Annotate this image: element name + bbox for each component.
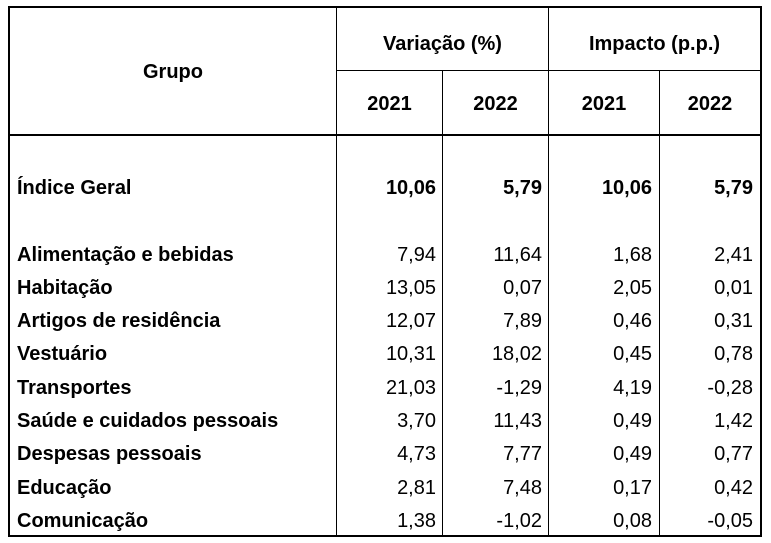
cell-imp-2022: 2,41 xyxy=(714,244,753,266)
year-header-var-2022: 2022 xyxy=(473,93,518,115)
group-header: Grupo xyxy=(143,61,203,83)
cell-imp-2021: 0,17 xyxy=(613,477,652,499)
cell-var-2021: 1,38 xyxy=(397,510,436,532)
row-label: Vestuário xyxy=(17,343,108,365)
variacao-header: Variação (%) xyxy=(383,33,502,55)
cell-imp-2022: 0,31 xyxy=(714,310,753,332)
right-border xyxy=(760,6,762,537)
left-border xyxy=(8,6,10,537)
impacto-header: Impacto (p.p.) xyxy=(588,33,721,55)
header-mid-rule xyxy=(336,70,762,71)
cell-imp-2022: 0,42 xyxy=(714,477,753,499)
cell-var-2022: -1,02 xyxy=(496,510,542,532)
total-imp-2021: 10,06 xyxy=(601,177,652,199)
cell-var-2022: 11,64 xyxy=(493,244,542,266)
header-bottom-rule xyxy=(8,134,762,136)
cell-imp-2021: 0,46 xyxy=(613,310,652,332)
row-label: Educação xyxy=(17,477,112,499)
year-header-imp-2021: 2021 xyxy=(581,93,627,115)
total-imp-2022: 5,79 xyxy=(714,177,753,199)
row-label: Transportes xyxy=(17,377,132,399)
col-divider-imp xyxy=(659,71,660,537)
cell-var-2022: 7,77 xyxy=(503,443,542,465)
col-divider-section xyxy=(548,6,549,537)
cell-var-2022: 18,02 xyxy=(491,343,542,365)
cell-imp-2021: 1,68 xyxy=(613,244,652,266)
cell-var-2021: 13,05 xyxy=(385,277,436,299)
cell-imp-2022: 1,42 xyxy=(714,410,753,432)
total-row-label: Índice Geral xyxy=(17,177,132,199)
row-label: Artigos de residência xyxy=(17,310,221,332)
cell-imp-2022: 0,77 xyxy=(714,443,753,465)
cell-var-2022: 7,48 xyxy=(503,477,542,499)
year-header-var-2021: 2021 xyxy=(367,93,412,115)
cell-var-2022: 0,07 xyxy=(503,277,542,299)
total-var-2021: 10,06 xyxy=(385,177,436,199)
row-label: Despesas pessoais xyxy=(17,443,202,465)
cell-var-2021: 12,07 xyxy=(385,310,436,332)
cell-imp-2021: 0,08 xyxy=(613,510,652,532)
cell-imp-2021: 0,45 xyxy=(613,343,652,365)
col-divider-var xyxy=(442,71,443,537)
cell-imp-2021: 2,05 xyxy=(613,277,652,299)
cell-imp-2022: -0,05 xyxy=(707,510,753,532)
year-header-imp-2022: 2022 xyxy=(687,93,733,115)
cell-imp-2022: 0,01 xyxy=(714,277,753,299)
row-label: Habitação xyxy=(17,277,113,299)
cell-imp-2021: 0,49 xyxy=(613,410,652,432)
col-divider-group xyxy=(336,6,337,537)
cell-imp-2021: 0,49 xyxy=(613,443,652,465)
cell-var-2022: -1,29 xyxy=(496,377,542,399)
cell-imp-2022: -0,28 xyxy=(707,377,753,399)
cell-var-2022: 7,89 xyxy=(503,310,542,332)
cell-var-2021: 4,73 xyxy=(397,443,436,465)
row-label: Alimentação e bebidas xyxy=(17,244,234,266)
total-var-2022: 5,79 xyxy=(503,177,542,199)
row-label: Saúde e cuidados pessoais xyxy=(17,410,279,432)
cell-var-2022: 11,43 xyxy=(493,410,542,432)
cell-var-2021: 7,94 xyxy=(397,244,436,266)
cell-imp-2021: 4,19 xyxy=(613,377,652,399)
cell-var-2021: 2,81 xyxy=(397,477,436,499)
cell-imp-2022: 0,78 xyxy=(714,343,753,365)
row-label: Comunicação xyxy=(17,510,149,532)
cell-var-2021: 21,03 xyxy=(385,377,436,399)
cell-var-2021: 3,70 xyxy=(397,410,436,432)
cell-var-2021: 10,31 xyxy=(385,343,436,365)
table-bottom-rule xyxy=(8,535,762,537)
table-top-rule xyxy=(8,6,762,8)
